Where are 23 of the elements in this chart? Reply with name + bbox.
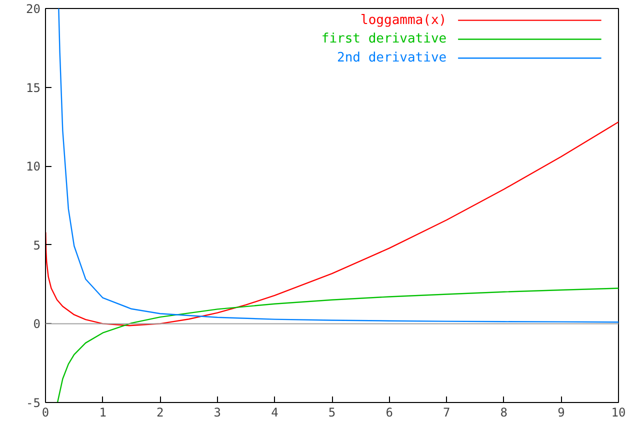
x-tick-label: 7: [442, 406, 450, 420]
y-tick-label: 15: [26, 80, 41, 95]
y-tick-label: 10: [26, 160, 41, 174]
x-tick-label: 1: [99, 406, 106, 420]
y-tick-label: -5: [26, 396, 41, 410]
x-tick-label: 6: [386, 406, 393, 420]
x-tick-label: 5: [328, 406, 336, 420]
y-tick-label: 20: [26, 2, 41, 16]
x-tick-label: 8: [500, 406, 508, 420]
text: loggamma(x): [360, 12, 447, 28]
text: first derivative: [321, 32, 447, 47]
y-tick-label: 5: [33, 238, 41, 252]
x-tick-label: 10: [611, 406, 626, 420]
x-tick-label: 9: [558, 406, 565, 420]
x-tick-label: 3: [214, 406, 222, 420]
x-tick-label: 2: [156, 406, 164, 420]
line-series: [58, 8, 618, 323]
line-series: [56, 288, 618, 402]
text: 2nd derivative: [337, 50, 447, 66]
y-tick-label: 0: [33, 317, 41, 332]
line-series: [46, 121, 618, 326]
x-tick-label: 0: [42, 406, 50, 420]
x-tick-label: 4: [271, 406, 278, 420]
